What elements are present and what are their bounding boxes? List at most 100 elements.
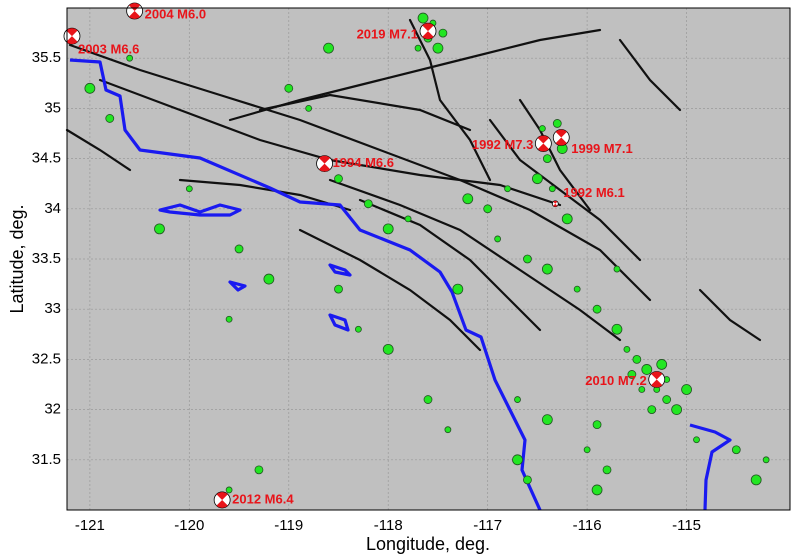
earthquake (254, 465, 264, 475)
earthquake (363, 199, 373, 209)
earthquake (538, 125, 546, 132)
earthquake (523, 475, 532, 485)
x-tick-label: -117 (473, 517, 502, 534)
fault (298, 228, 482, 352)
earthquake (548, 185, 556, 193)
earthquake (382, 223, 394, 235)
focal-wedge (129, 3, 141, 19)
earthquake (432, 42, 444, 54)
focal-wedge (555, 129, 567, 146)
y-tick-label: 34.5 (32, 150, 61, 167)
earthquake (731, 445, 741, 455)
earthquake (693, 436, 700, 444)
y-tick-label: 32 (44, 401, 61, 418)
x-tick-label: -120 (174, 517, 204, 534)
event-label: 2004 M6.0 (145, 6, 206, 21)
earthquake (84, 82, 96, 94)
event-label: 2019 M7.1 (357, 27, 418, 42)
coast (689, 423, 732, 511)
earthquake (417, 12, 429, 24)
earthquake (613, 265, 621, 273)
earthquake (334, 174, 343, 184)
event-label: 1992 M6.1 (563, 185, 624, 200)
earthquake (552, 119, 562, 128)
focal-wedge (651, 371, 663, 388)
earthquake (126, 54, 134, 62)
earthquake (647, 405, 657, 415)
earthquake (483, 204, 493, 214)
earthquake (263, 273, 275, 285)
fault (618, 38, 682, 112)
earthquake (573, 285, 581, 293)
earthquake (638, 386, 646, 393)
x-tick-label: -121 (75, 517, 105, 534)
x-tick-label: -119 (274, 517, 303, 534)
y-tick-label: 35.5 (32, 49, 61, 66)
event-label: 2012 M6.4 (232, 491, 294, 506)
focal-wedge (422, 23, 434, 39)
earthquake (641, 364, 653, 375)
x-tick-label: -115 (672, 517, 701, 534)
event-label: 2010 M7.2 (585, 373, 646, 388)
earthquake (662, 395, 672, 404)
earthquake (382, 343, 394, 355)
fault (68, 43, 652, 302)
earthquake (592, 304, 602, 314)
earthquake (234, 244, 244, 254)
x-axis-label: Longitude, deg. (366, 534, 490, 554)
coast (69, 58, 542, 511)
island (158, 203, 242, 217)
event-label: 1999 M7.1 (571, 141, 632, 156)
earthquake (154, 223, 165, 235)
earthquake (611, 323, 623, 335)
earthquake (185, 185, 193, 193)
earthquake (531, 173, 543, 185)
earthquake (541, 414, 553, 426)
earthquake (592, 420, 602, 430)
earthquake (225, 486, 233, 494)
earthquake (542, 154, 552, 164)
fault (488, 118, 642, 262)
y-tick-label: 33.5 (32, 250, 61, 267)
earthquake (514, 396, 521, 403)
earthquake (623, 345, 631, 353)
earthquake (512, 454, 523, 466)
x-tick-label: -116 (573, 517, 602, 534)
earthquake (423, 395, 433, 404)
fault (328, 178, 622, 342)
earthquake (444, 426, 452, 434)
seismicity (84, 12, 770, 496)
earthquake (334, 284, 343, 294)
earthquake (656, 359, 668, 370)
earthquake (438, 28, 448, 38)
coastline (69, 58, 732, 511)
earthquake (627, 370, 637, 379)
fault (358, 198, 542, 332)
earthquake (494, 235, 502, 243)
focal-wedge (537, 135, 549, 152)
fault (518, 98, 592, 212)
earthquake (504, 185, 511, 193)
earthquake (462, 193, 474, 205)
earthquake (354, 325, 362, 333)
y-tick-label: 33 (44, 300, 61, 317)
plot-frame (66, 7, 791, 511)
y-tick-label: 35 (44, 99, 61, 116)
earthquake (591, 484, 603, 496)
event-label: 1994 M6.6 (333, 155, 394, 170)
earthquake (632, 354, 642, 364)
fault (258, 93, 472, 132)
earthquake (681, 384, 692, 395)
earthquake (561, 213, 573, 225)
earthquake (750, 474, 762, 486)
earthquake (414, 44, 422, 52)
earthquake (284, 83, 294, 93)
fault (408, 18, 492, 182)
earthquake (671, 404, 683, 416)
earthquake (602, 465, 612, 475)
focal-wedge (216, 492, 228, 508)
focal-wedge (318, 155, 331, 172)
event-label: 2003 M6.6 (78, 42, 139, 57)
earthquake (305, 105, 313, 112)
